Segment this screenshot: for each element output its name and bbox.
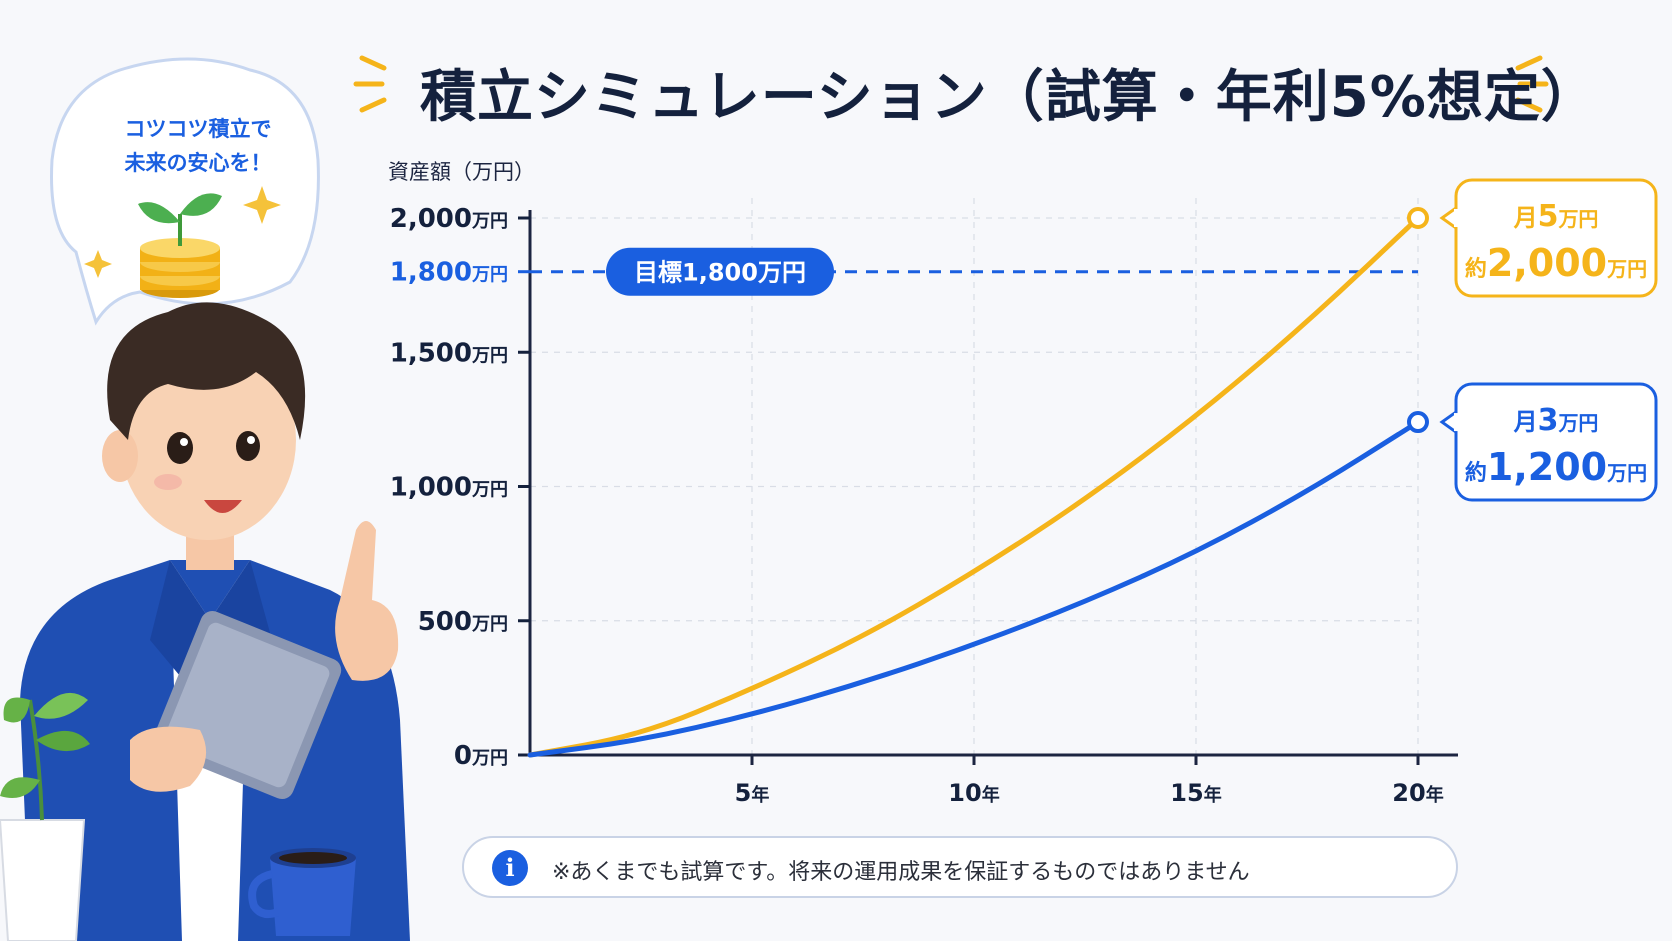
series-line-gold	[527, 215, 1421, 758]
y-tick-label: 1,500万円	[390, 338, 508, 368]
y-tick-label: 2,000万円	[390, 204, 508, 234]
callout-pointer-blue	[1439, 409, 1458, 435]
series-endpoint-gold	[1407, 207, 1429, 229]
target-pill	[606, 247, 834, 296]
y-tick-label: 500万円	[418, 607, 508, 637]
y-axis-title: 資産額（万円）	[388, 160, 535, 184]
speech-bubble-line2: 未来の安心を！	[124, 151, 272, 175]
callout-pointer-gold	[1439, 205, 1458, 231]
disclaimer-text: ※あくまでも試算です。将来の運用成果を保証するものではありません	[552, 860, 1250, 885]
x-tick-label: 10年	[948, 779, 999, 807]
y-tick-label: 0万円	[454, 741, 508, 771]
series-endpoint-blue	[1407, 411, 1429, 434]
businessman-illustration	[20, 302, 410, 941]
info-icon: i	[492, 850, 528, 886]
callout-bottom-gold: 約2,000万円	[1465, 241, 1647, 285]
callout-top-gold: 月5万円	[1513, 199, 1599, 234]
callout-joint-gold	[1454, 209, 1460, 227]
y-tick-label: 1,000万円	[390, 473, 508, 503]
coin-sprout-icon	[138, 193, 222, 298]
target-label: 目標1,800万円	[634, 259, 806, 287]
callout-box-gold	[1454, 178, 1658, 298]
speech-bubble-text: コツコツ積立で 未来の安心を！	[78, 112, 318, 180]
callout-box-blue	[1454, 382, 1658, 502]
page-title: 積立シミュレーション（試算・年利5%想定）	[420, 65, 1598, 130]
potted-plant-illustration	[0, 692, 90, 941]
callout-joint-blue	[1454, 413, 1460, 432]
coffee-mug-illustration	[248, 848, 356, 936]
callout-bottom-blue: 約1,200万円	[1465, 445, 1647, 489]
series-line-blue	[527, 419, 1421, 758]
sparkle-icon	[84, 186, 281, 278]
x-tick-label: 5年	[735, 779, 770, 807]
y-tick-label: 1,800万円	[390, 258, 508, 288]
speech-bubble	[50, 57, 320, 326]
speech-bubble-line1: コツコツ積立で	[124, 117, 272, 141]
disclaimer-box: i ※あくまでも試算です。将来の運用成果を保証するものではありません	[462, 836, 1458, 898]
title-sparkle-left-icon	[353, 55, 387, 113]
x-tick-label: 15年	[1170, 779, 1221, 807]
x-tick-label: 20年	[1392, 779, 1443, 807]
title-sparkle-right-icon	[1515, 55, 1549, 113]
callout-top-blue: 月3万円	[1513, 403, 1599, 438]
